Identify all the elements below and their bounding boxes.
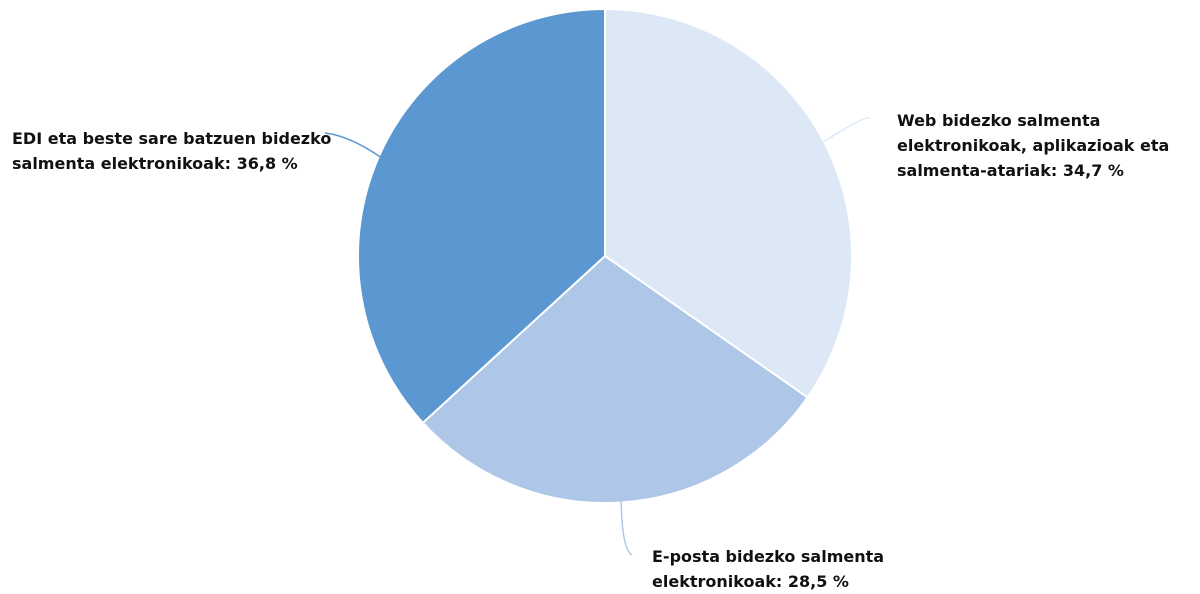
category-label: Web bidezko salmenta elektronikoak, apli… (897, 111, 1170, 180)
category-label: EDI eta beste sare batzuen bidezko salme… (12, 129, 332, 173)
value-label: 28,5 % (787, 572, 849, 591)
leader-line (620, 500, 633, 556)
slice-label: E-posta bidezko salmenta elektronikoak: … (652, 544, 922, 594)
slice-label: Web bidezko salmenta elektronikoak, apli… (897, 108, 1200, 183)
value-label: 36,8 % (236, 154, 298, 173)
value-label: 34,7 % (1062, 161, 1124, 180)
leader-line (324, 132, 382, 158)
slice-label: EDI eta beste sare batzuen bidezko salme… (12, 126, 342, 176)
category-label: E-posta bidezko salmenta elektronikoak: (652, 547, 885, 591)
leader-line (821, 116, 871, 144)
